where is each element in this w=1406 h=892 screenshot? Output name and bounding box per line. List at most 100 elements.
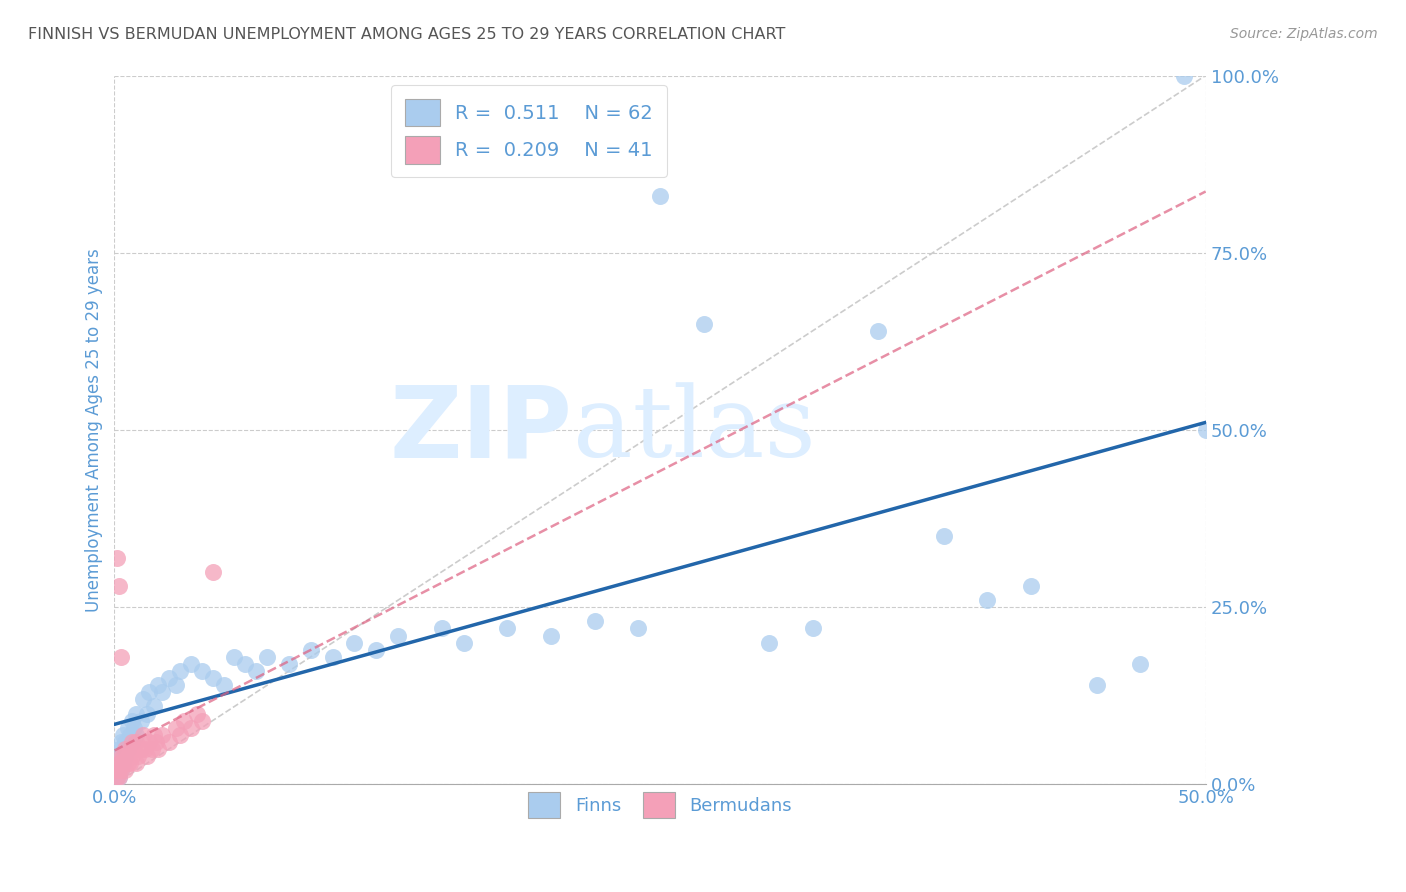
Point [180, 721, 202, 735]
Point [157, 671, 180, 685]
Point [105, 764, 128, 778]
Point [118, 742, 141, 756]
Point [117, 756, 139, 771]
Point [134, 742, 156, 756]
Point [125, 735, 148, 749]
Point [112, 728, 135, 742]
Legend: Finns, Bermudans: Finns, Bermudans [520, 785, 800, 825]
Point [125, 706, 148, 721]
Point [169, 664, 191, 678]
Point [932, 529, 955, 543]
Point [110, 756, 132, 771]
Point [129, 714, 152, 728]
Point [107, 764, 129, 778]
Point [129, 742, 152, 756]
Point [146, 742, 169, 756]
Point [114, 756, 136, 771]
Point [132, 728, 155, 742]
Point [692, 317, 714, 331]
Point [114, 735, 136, 749]
Point [110, 749, 132, 764]
Point [136, 749, 159, 764]
Point [118, 756, 141, 771]
Point [146, 678, 169, 692]
Point [801, 622, 824, 636]
Text: Source: ZipAtlas.com: Source: ZipAtlas.com [1230, 27, 1378, 41]
Point [105, 770, 128, 784]
Point [145, 735, 167, 749]
Point [105, 770, 128, 784]
Point [110, 764, 132, 778]
Point [107, 770, 129, 784]
Point [190, 714, 212, 728]
Point [122, 721, 145, 735]
Point [322, 649, 344, 664]
Point [107, 742, 129, 756]
Point [387, 629, 409, 643]
Point [758, 635, 780, 649]
Point [121, 749, 143, 764]
Point [114, 742, 136, 756]
Point [343, 635, 366, 649]
Point [201, 565, 224, 579]
Point [112, 756, 135, 771]
Point [117, 742, 139, 756]
Point [1129, 657, 1152, 671]
Point [107, 770, 129, 784]
Point [132, 692, 155, 706]
Point [142, 699, 165, 714]
Point [142, 728, 165, 742]
Text: atlas: atlas [572, 382, 815, 478]
Point [107, 756, 129, 771]
Point [245, 664, 267, 678]
Point [190, 664, 212, 678]
Point [648, 189, 671, 203]
Point [212, 678, 235, 692]
Y-axis label: Unemployment Among Ages 25 to 29 years: Unemployment Among Ages 25 to 29 years [86, 248, 103, 612]
Point [112, 756, 135, 771]
Point [114, 764, 136, 778]
Point [1173, 69, 1195, 83]
Point [868, 324, 890, 338]
Point [201, 671, 224, 685]
Point [1019, 579, 1042, 593]
Point [165, 721, 187, 735]
Point [430, 622, 453, 636]
Point [627, 622, 650, 636]
Point [141, 742, 163, 756]
Point [540, 629, 562, 643]
Point [496, 622, 519, 636]
Point [453, 635, 475, 649]
Point [118, 728, 141, 742]
Point [114, 749, 136, 764]
Point [1195, 423, 1218, 437]
Point [186, 706, 208, 721]
Point [110, 749, 132, 764]
Point [165, 678, 187, 692]
Point [138, 735, 160, 749]
Point [180, 657, 202, 671]
Point [138, 685, 160, 699]
Point [117, 749, 139, 764]
Point [127, 749, 149, 764]
Point [224, 649, 246, 664]
Point [583, 615, 606, 629]
Point [121, 735, 143, 749]
Point [121, 714, 143, 728]
Point [105, 764, 128, 778]
Point [235, 657, 257, 671]
Point [136, 706, 159, 721]
Point [122, 742, 145, 756]
Point [152, 685, 174, 699]
Point [125, 756, 148, 771]
Point [278, 657, 301, 671]
Text: ZIP: ZIP [389, 382, 572, 478]
Point [366, 642, 388, 657]
Point [105, 550, 128, 565]
Point [299, 642, 322, 657]
Point [110, 649, 132, 664]
Point [152, 728, 174, 742]
Point [1085, 678, 1108, 692]
Point [107, 579, 129, 593]
Point [157, 735, 180, 749]
